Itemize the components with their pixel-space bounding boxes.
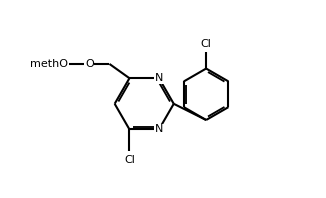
Text: N: N [155, 124, 163, 134]
Text: N: N [155, 73, 163, 83]
Text: Cl: Cl [124, 155, 135, 165]
Text: Cl: Cl [201, 39, 212, 50]
Text: O: O [85, 59, 94, 69]
Text: methO: methO [30, 59, 68, 69]
